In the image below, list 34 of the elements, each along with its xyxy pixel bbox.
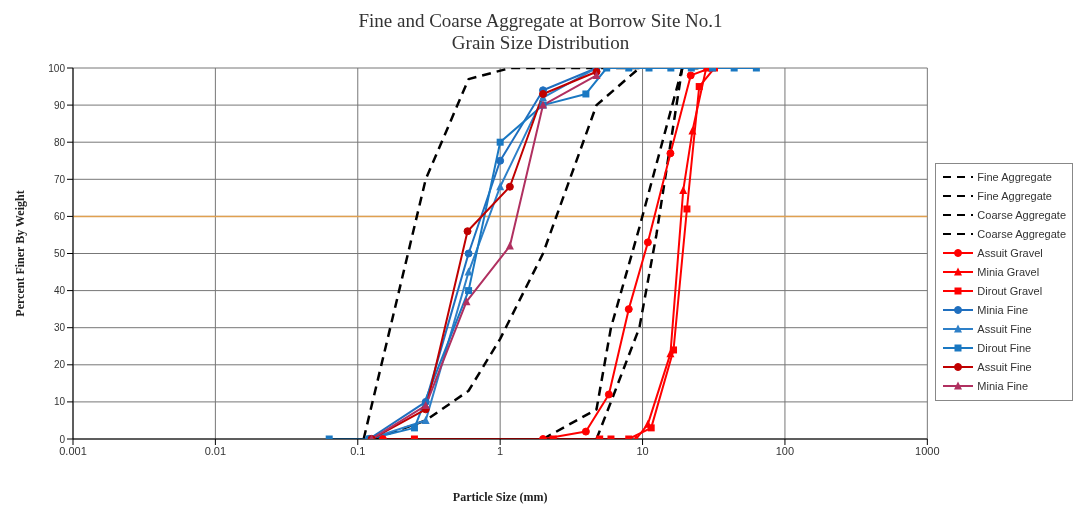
- legend-label: Coarse Aggregate: [977, 228, 1066, 240]
- y-tick-label: 0: [59, 433, 66, 445]
- y-tick-label: 50: [53, 248, 66, 260]
- x-tick-label: 1: [497, 444, 504, 457]
- y-tick-label: 40: [53, 285, 66, 297]
- y-tick-label: 90: [53, 99, 66, 111]
- legend-label: Dirout Gravel: [977, 285, 1043, 297]
- legend-label: Minia Gravel: [977, 266, 1040, 278]
- y-tick-label: 20: [53, 359, 66, 371]
- y-tick-label: 70: [53, 173, 66, 185]
- y-tick-label: 80: [53, 136, 66, 148]
- x-tick-label: 1000: [915, 444, 940, 457]
- y-tick-label: 10: [53, 396, 66, 408]
- x-tick-label: 100: [775, 444, 795, 457]
- x-axis-title: Particle Size (mm): [452, 490, 548, 504]
- legend-label: Fine Aggregate: [977, 190, 1052, 202]
- chart-title: Fine and Coarse Aggregate at Borrow Site No.1: [357, 10, 724, 32]
- legend-label: Assuit Gravel: [977, 247, 1043, 259]
- x-tick-label: 0.01: [204, 444, 227, 457]
- y-tick-label: 60: [53, 210, 66, 222]
- y-tick-label: 30: [53, 322, 66, 334]
- x-tick-label: 0.001: [59, 444, 87, 457]
- legend-label: Dirout Fine: [977, 342, 1032, 354]
- legend-label: Assuit Fine: [977, 323, 1032, 335]
- legend-label: Minia Fine: [977, 304, 1029, 316]
- x-tick-label: 0.1: [350, 444, 366, 457]
- chart-subtitle: Grain Size Distribution: [450, 32, 631, 54]
- legend-label: Assuit Fine: [977, 361, 1032, 373]
- y-tick-label: 100: [48, 62, 66, 74]
- legend-label: Fine Aggregate: [977, 171, 1052, 183]
- legend-label: Minia Fine: [977, 380, 1029, 392]
- x-tick-label: 10: [636, 444, 649, 457]
- y-axis-title: Percent Finer By Weight: [13, 190, 28, 317]
- legend-label: Coarse Aggregate: [977, 209, 1066, 221]
